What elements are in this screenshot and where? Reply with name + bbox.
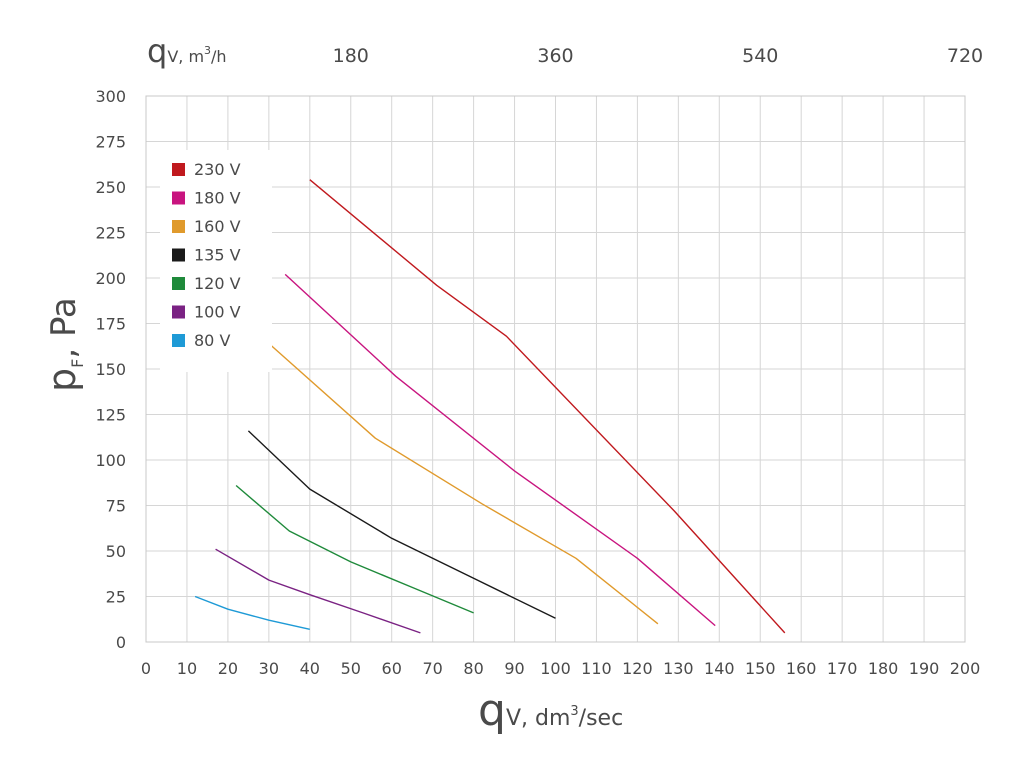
- legend-label: 180 V: [194, 189, 241, 208]
- x-tick-label: 0: [141, 659, 151, 678]
- series-line: [309, 179, 786, 634]
- legend-swatch: [172, 277, 185, 290]
- legend: 230 V 180 V 160 V 135 V 120 V 100 V 80 V: [172, 160, 241, 350]
- x-axis-label-symbol: q: [478, 685, 506, 736]
- legend-entry: 135 V: [172, 246, 241, 265]
- x-tick-label: 80: [463, 659, 483, 678]
- x-tick-label: 170: [827, 659, 858, 678]
- y-tick-label: 50: [106, 542, 126, 561]
- legend-swatch: [172, 163, 185, 176]
- x-tick-label: 50: [341, 659, 361, 678]
- x2-axis-label-unit: , m: [178, 47, 204, 66]
- x-tick-label: 40: [300, 659, 320, 678]
- x-tick-label: 120: [622, 659, 653, 678]
- y-axis-label-subscript: F: [68, 359, 87, 368]
- x-tick-label: 60: [382, 659, 402, 678]
- x2-tick-label: 540: [742, 45, 778, 67]
- y-tick-label: 275: [95, 133, 126, 152]
- legend-label: 80 V: [194, 331, 230, 350]
- series-line: [247, 430, 556, 619]
- x2-axis-label-symbol: q: [147, 32, 167, 70]
- x-tick-label: 20: [218, 659, 238, 678]
- legend-entry: 100 V: [172, 303, 241, 322]
- series-line: [268, 342, 659, 625]
- x-tick-label: 200: [950, 659, 981, 678]
- y-tick-label: 125: [95, 406, 126, 425]
- legend-swatch: [172, 305, 185, 319]
- legend-swatch: [172, 334, 185, 347]
- legend-swatch: [172, 191, 185, 205]
- x-tick-label: 70: [422, 659, 442, 678]
- legend-entry: 160 V: [172, 217, 241, 236]
- x-tick-label: 150: [745, 659, 776, 678]
- x2-axis-label-subscript: V: [167, 47, 178, 66]
- x-axis-label-unit: , dm: [521, 706, 570, 731]
- x-tick-label: 130: [663, 659, 694, 678]
- y-axis-label-unit: , Pa: [44, 297, 84, 358]
- legend-label: 230 V: [194, 160, 241, 179]
- x2-axis-label: qV, m3/h: [147, 32, 227, 70]
- y-axis-ticks: 0 25 50 75 100 125 150 175 200 225 250 275 300: [95, 87, 126, 652]
- series-line: [284, 273, 716, 627]
- legend-entry: 230 V: [172, 160, 241, 179]
- x-tick-label: 10: [177, 659, 197, 678]
- top-axis-ticks: 180 360 540 720: [333, 45, 984, 67]
- y-tick-label: 150: [95, 360, 126, 379]
- y-tick-label: 300: [95, 87, 126, 106]
- x-tick-label: 100: [540, 659, 571, 678]
- y-tick-label: 75: [106, 497, 126, 516]
- x-tick-label: 180: [868, 659, 899, 678]
- legend-entry: 80 V: [172, 331, 230, 350]
- legend-entry: 120 V: [172, 274, 241, 293]
- y-axis-label: pF, Pa: [40, 297, 87, 392]
- y-tick-label: 200: [95, 269, 126, 288]
- grid: [145, 95, 966, 643]
- y-tick-label: 0: [116, 633, 126, 652]
- legend-swatch: [172, 248, 185, 262]
- series-line: [194, 595, 310, 630]
- x-axis-label: qV, dm3/sec: [478, 685, 623, 736]
- legend-entry: 180 V: [172, 189, 241, 208]
- y-tick-label: 175: [95, 315, 126, 334]
- x2-axis-label-unit-tail: /h: [211, 47, 227, 66]
- y-axis-label-symbol: p: [40, 368, 84, 392]
- x-axis-label-superscript: 3: [570, 704, 578, 719]
- legend-label: 100 V: [194, 303, 241, 322]
- y-tick-label: 25: [106, 588, 126, 607]
- x-tick-label: 30: [259, 659, 279, 678]
- x-axis-ticks: 0 10 20 30 40 50 60 70 80 90 100 110 120 130 140 150 160…: [141, 659, 980, 678]
- x-tick-label: 140: [704, 659, 735, 678]
- y-tick-label: 100: [95, 451, 126, 470]
- x-axis-label-subscript: V: [506, 706, 521, 731]
- x2-tick-label: 180: [333, 45, 369, 67]
- y-tick-label: 225: [95, 224, 126, 243]
- x2-tick-label: 360: [537, 45, 573, 67]
- legend-label: 160 V: [194, 217, 241, 236]
- legend-swatch: [172, 220, 185, 233]
- plot-frame: [145, 95, 966, 643]
- x-axis-label-unit-tail: /sec: [579, 706, 624, 731]
- x2-tick-label: 720: [947, 45, 983, 67]
- series-layer: [194, 179, 786, 634]
- x-tick-label: 90: [504, 659, 524, 678]
- x-tick-label: 110: [581, 659, 612, 678]
- x-tick-label: 190: [909, 659, 940, 678]
- series-line: [235, 484, 474, 614]
- y-tick-label: 250: [95, 178, 126, 197]
- legend-label: 135 V: [194, 246, 241, 265]
- x2-axis-label-superscript: 3: [204, 44, 211, 57]
- legend-label: 120 V: [194, 274, 241, 293]
- series-line: [215, 548, 421, 634]
- x-tick-label: 160: [786, 659, 817, 678]
